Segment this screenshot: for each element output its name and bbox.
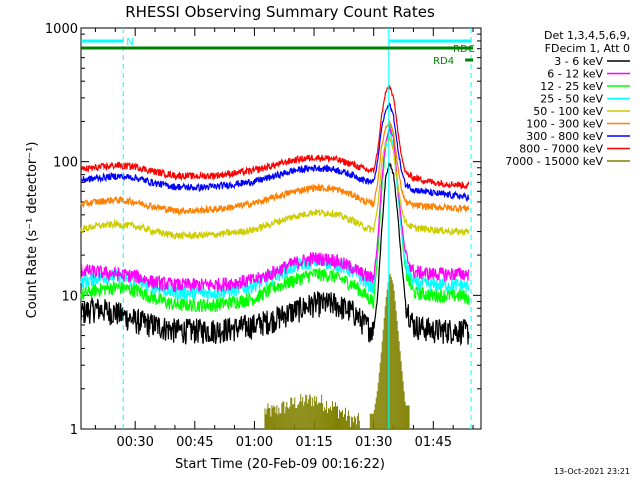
series-line <box>80 120 470 217</box>
chart-title: RHESSI Observing Summary Count Rates <box>125 3 435 21</box>
x-tick-label: 00:30 <box>116 435 153 450</box>
legend-entry-label: 100 - 300 keV <box>526 118 603 131</box>
legend-entry-label: 12 - 25 keV <box>540 80 603 93</box>
legend-entry-label: 7000 - 15000 keV <box>505 155 603 168</box>
legend-entry-label: 25 - 50 keV <box>540 93 603 106</box>
x-tick-label: 01:30 <box>355 435 392 450</box>
axes: 00:30 00:45 01:00 01:15 01:30 01:45 1 10 100 1000 <box>45 22 481 450</box>
series-line <box>80 102 470 203</box>
legend-entry-label: 800 - 7000 keV <box>519 143 603 156</box>
series-8 <box>264 273 410 429</box>
series-1 <box>80 126 470 293</box>
series-4 <box>80 136 470 240</box>
legend-header-line: Det 1,3,4,5,6,9, <box>544 29 630 42</box>
legend-entry-label: 6 - 12 keV <box>547 68 603 81</box>
x-tick-label: 01:00 <box>236 435 273 450</box>
x-axis-label: Start Time (20-Feb-09 00:16:22) <box>175 457 385 472</box>
attenuator-label: N <box>126 37 133 48</box>
x-tick-label: 00:45 <box>176 435 213 450</box>
series-0 <box>80 161 470 347</box>
footer-timestamp: 13-Oct-2021 23:21 <box>554 467 630 476</box>
legend-entry-label: 3 - 6 keV <box>554 55 603 68</box>
series-7 <box>80 84 470 190</box>
series-line <box>80 126 470 293</box>
legend-entry-label: 50 - 100 keV <box>533 105 603 118</box>
attenuator-label: RD4 <box>433 56 454 67</box>
legend-header-line: FDecim 1, Att 0 <box>545 42 630 55</box>
series-layer <box>80 84 470 429</box>
x-tick-label: 01:45 <box>415 435 452 450</box>
y-tick-label: 100 <box>53 156 78 171</box>
y-tick-label: 1 <box>70 423 78 438</box>
series-line <box>80 84 470 190</box>
y-tick-label: 10 <box>61 289 78 304</box>
series-5 <box>80 120 470 217</box>
legend-entry-label: 300 - 800 keV <box>526 130 603 143</box>
y-tick-label: 1000 <box>45 22 78 37</box>
legend: Det 1,3,4,5,6,9,FDecim 1, Att 03 - 6 keV… <box>505 29 630 168</box>
y-axis-label: Count Rate (s⁻¹ detector⁻¹) <box>25 142 40 319</box>
series-6 <box>80 102 470 203</box>
series-line <box>80 136 470 240</box>
x-tick-label: 01:15 <box>295 435 332 450</box>
attenuator-label: RDC <box>453 44 475 55</box>
series-line <box>80 161 470 347</box>
